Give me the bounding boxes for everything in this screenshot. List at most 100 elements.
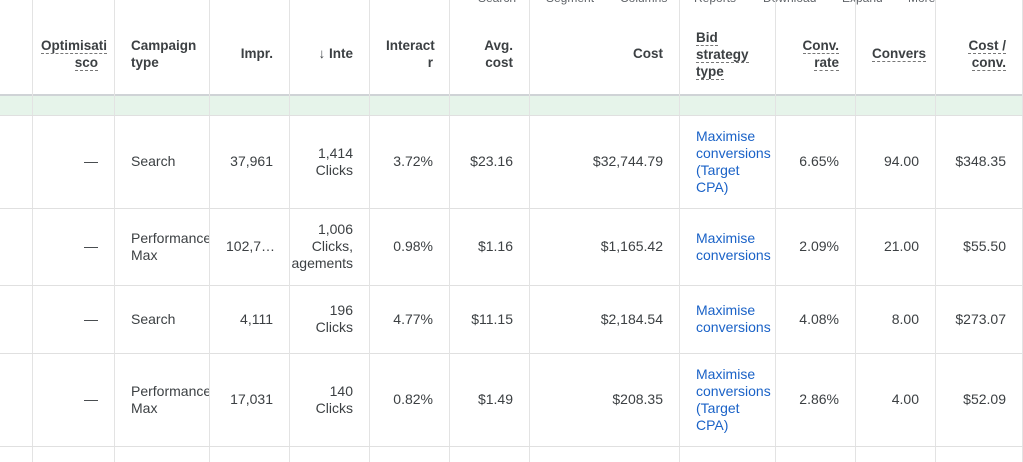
text-line: 0.98% [393,238,433,254]
text-line: — [84,310,98,327]
table-cell: — [25,353,115,446]
text-line: strategy [696,47,749,63]
text-line: Maximise [696,127,756,144]
text-line: r [427,55,433,70]
text-line: $1.16 [477,238,513,254]
text-line: Avg. [484,38,513,53]
table-cell: $208.35 [530,353,680,446]
table-cell[interactable]: Maximise conversions [680,208,776,285]
text-line: Campaign [131,38,197,53]
table-cell: 4.08% [776,285,856,353]
text-line: Impr. [240,46,273,61]
text-line: 21.00 [883,238,919,254]
table-cell: $348.35 [936,115,1023,208]
text-line: Optimisati [41,38,108,54]
text-line: Performance [131,382,210,399]
column-header[interactable]: Avg. cost [450,0,530,95]
table-cell: 2.09% [776,208,856,285]
text-line: 102,7… [226,238,276,254]
toolbar-button[interactable]: Reports [694,0,736,5]
text-line: type [696,64,724,80]
column-header[interactable]: Impr. [210,0,290,95]
text-line: $32,744.79 [592,153,663,169]
table-cell: 4,111 [210,285,290,353]
header-divider [0,94,1023,96]
table-cell: 8.00 [856,285,936,353]
row-divider [0,208,1023,209]
table-cell: — [25,285,115,353]
table-cell: $1.49 [450,353,530,446]
toolbar-button[interactable]: More [908,0,935,5]
text-line: $11.15 [471,310,513,327]
table-cell: 6.65% [776,115,856,208]
text-line: 2.09% [799,238,839,254]
table-cell: $1.16 [450,208,530,285]
text-line: 4.08% [799,310,839,327]
text-line: 2.86% [799,391,839,407]
column-header[interactable]: Campaign type [115,0,210,95]
text-line: Inte [328,46,353,61]
row-divider [0,353,1023,354]
column-header[interactable]: Cost [530,0,680,95]
table-cell: $55.50 [936,208,1023,285]
toolbar-button[interactable]: Columns [620,0,667,5]
table-cell: 0.98% [370,208,450,285]
table-cell: 0.82% [370,353,450,446]
column-header[interactable]: Convers [856,0,936,95]
column-header[interactable]: ↓ Inte [290,0,370,95]
table-cell: $23.16 [450,115,530,208]
table-cell[interactable]: Maximise conversions (Target CPA) [680,353,776,446]
text-line: Search [131,310,176,327]
text-line: sco [74,55,98,71]
toolbar-button[interactable]: Search [478,0,516,5]
row-divider [0,115,1023,116]
table-cell: 196 Clicks [290,285,370,353]
table-cell[interactable]: Maximise conversions [680,285,776,353]
text-line: CPA) [696,178,729,195]
text-line: agements [291,255,353,271]
text-line: 1,414 [317,144,353,161]
text-line: Maximise [696,302,756,318]
text-line: 4.77% [393,310,433,327]
text-line: $273.07 [955,310,1006,327]
text-line: Maximise [696,365,756,382]
text-line: 4,111 [240,310,273,327]
text-line: — [84,391,98,407]
table-cell: 3.72% [370,115,450,208]
text-line: 3.72% [393,153,433,169]
table-cell[interactable]: Maximise conversions (Target CPA) [680,115,776,208]
toolbar-button[interactable]: Expand [842,0,883,5]
table-cell: Search [115,285,210,353]
text-line: Bid [696,30,718,46]
column-header[interactable]: Bid strategy type [680,0,776,95]
table-cell: 94.00 [856,115,936,208]
text-line: Cost [633,46,663,61]
text-line: conv. [971,55,1006,71]
text-line: Convers [872,46,927,62]
text-line: 4.00 [891,391,919,407]
text-line: $2,184.54 [600,310,663,327]
text-line: Interact [386,38,435,53]
text-line: conversions [696,144,771,161]
text-line: Cost / [968,38,1006,54]
text-line: Search [131,153,176,169]
table-cell: 4.00 [856,353,936,446]
column-header[interactable]: Interact r [370,0,450,95]
text-line: Clicks [315,161,353,178]
text-line: 140 [329,382,353,399]
text-line: type [131,55,159,70]
text-line: CPA) [696,416,729,433]
column-header[interactable]: Conv. rate [776,0,856,95]
text-line: Max [131,246,158,263]
toolbar-button[interactable]: Segment [546,0,594,5]
table-cell: 17,031 [210,353,290,446]
total-band [0,96,1023,115]
column-header[interactable]: Cost / conv. [936,0,1023,95]
text-line: (Target [696,161,740,178]
column-header[interactable]: Optimisati sco [25,0,115,95]
toolbar-button[interactable]: Download [763,0,816,5]
text-line: conversions [696,319,771,335]
table-cell: $1,165.42 [530,208,680,285]
table-cell: $52.09 [936,353,1023,446]
sort-arrow: ↓ [318,46,329,61]
